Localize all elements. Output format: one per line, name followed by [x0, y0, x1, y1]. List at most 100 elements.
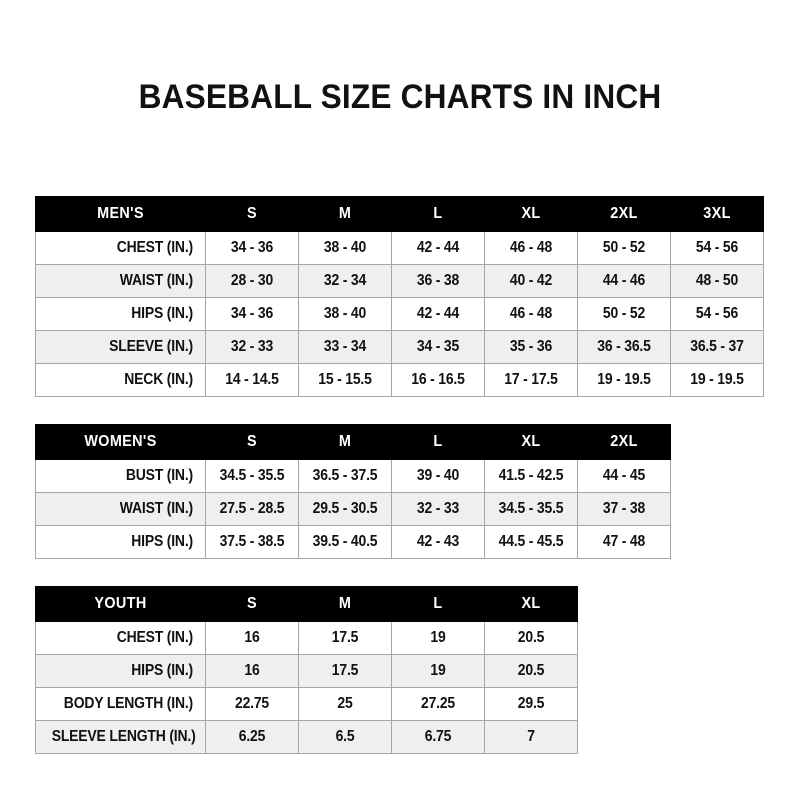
- measurement-value: 33 - 34: [298, 330, 392, 364]
- measurement-value-text: 36 - 36.5: [597, 338, 651, 355]
- measurement-value-text: 32 - 34: [323, 272, 367, 289]
- measurement-value-text: 36.5 - 37: [690, 338, 744, 355]
- header-cell-text: M: [338, 205, 352, 222]
- measurement-value-text: 54 - 56: [695, 239, 739, 256]
- measurement-value: 16: [205, 621, 299, 655]
- table-row: HIPS (IN.) 34 - 36 38 - 40 42 - 44 46 - 48 50…: [35, 297, 764, 331]
- measurement-value: 44 - 46: [577, 264, 671, 298]
- measurement-value-text: 7: [527, 728, 535, 745]
- measurement-label: SLEEVE LENGTH (IN.): [35, 720, 206, 754]
- measurement-value-text: 20.5: [517, 629, 545, 646]
- header-cell-text: M: [338, 595, 352, 612]
- header-cell-text: S: [247, 205, 257, 222]
- measurement-value-text: 41.5 - 42.5: [498, 467, 564, 484]
- measurement-value: 44.5 - 45.5: [484, 525, 578, 559]
- measurement-value-text: 37 - 38: [602, 500, 646, 517]
- measurement-value-text: 32 - 33: [230, 338, 274, 355]
- womens-table-head: WOMEN'S S M L XL 2XL: [35, 424, 671, 460]
- measurement-value: 50 - 52: [577, 297, 671, 331]
- measurement-label: WAIST (IN.): [35, 492, 206, 526]
- table-row: SLEEVE (IN.) 32 - 33 33 - 34 34 - 35 35 - 36…: [35, 330, 764, 364]
- measurement-value-text: 50 - 52: [602, 305, 646, 322]
- size-column-header-m: M: [298, 424, 392, 460]
- measurement-label: HIPS (IN.): [35, 654, 206, 688]
- measurement-value-text: 29.5 - 30.5: [312, 500, 378, 517]
- measurement-value: 34 - 36: [205, 297, 299, 331]
- header-cell-text: S: [247, 433, 257, 450]
- measurement-label-text: NECK (IN.): [124, 371, 193, 388]
- measurement-value: 36 - 36.5: [577, 330, 671, 364]
- measurement-value: 46 - 48: [484, 297, 578, 331]
- measurement-value-text: 27.25: [420, 695, 456, 712]
- size-column-header-xl: XL: [484, 196, 578, 232]
- measurement-label: CHEST (IN.): [35, 621, 206, 655]
- measurement-value-text: 39 - 40: [416, 467, 460, 484]
- measurement-value: 34.5 - 35.5: [484, 492, 578, 526]
- measurement-value: 6.75: [391, 720, 485, 754]
- measurement-value: 38 - 40: [298, 297, 392, 331]
- measurement-value: 16: [205, 654, 299, 688]
- measurement-value: 6.5: [298, 720, 392, 754]
- measurement-value-text: 16: [244, 629, 260, 646]
- measurement-label: BODY LENGTH (IN.): [35, 687, 206, 721]
- measurement-value-text: 33 - 34: [323, 338, 367, 355]
- measurement-label-text: HIPS (IN.): [131, 662, 193, 679]
- measurement-value: 19 - 19.5: [670, 363, 764, 397]
- measurement-label-text: WAIST (IN.): [119, 500, 193, 517]
- measurement-value-text: 28 - 30: [230, 272, 274, 289]
- header-cell-text: XL: [521, 205, 541, 222]
- measurement-value-text: 6.5: [335, 728, 355, 745]
- mens-table-body: CHEST (IN.) 34 - 36 38 - 40 42 - 44 46 - 48 5…: [35, 231, 764, 397]
- measurement-value-text: 42 - 44: [416, 305, 460, 322]
- measurement-value-text: 44.5 - 45.5: [498, 533, 564, 550]
- measurement-value-text: 47 - 48: [602, 533, 646, 550]
- measurement-value: 19 - 19.5: [577, 363, 671, 397]
- measurement-value-text: 17 - 17.5: [504, 371, 558, 388]
- page-title: BASEBALL SIZE CHARTS IN INCH: [138, 78, 662, 116]
- measurement-value: 42 - 44: [391, 231, 485, 265]
- header-cell-text: M: [338, 433, 352, 450]
- measurement-value-text: 19: [430, 662, 446, 679]
- measurement-value: 7: [484, 720, 578, 754]
- measurement-value: 19: [391, 621, 485, 655]
- table-row: SLEEVE LENGTH (IN.) 6.25 6.5 6.75 7: [35, 720, 578, 754]
- measurement-value-text: 6.25: [238, 728, 266, 745]
- measurement-label-text: BUST (IN.): [125, 467, 193, 484]
- measurement-value: 28 - 30: [205, 264, 299, 298]
- measurement-value: 54 - 56: [670, 231, 764, 265]
- measurement-label-text: SLEEVE (IN.): [109, 338, 193, 355]
- measurement-value: 47 - 48: [577, 525, 671, 559]
- measurement-value: 32 - 33: [205, 330, 299, 364]
- header-cell-text: L: [433, 205, 443, 222]
- mens-table-head: MEN'S S M L XL 2XL 3XL: [35, 196, 764, 232]
- size-column-header-2xl: 2XL: [577, 196, 671, 232]
- size-column-header-l: L: [391, 586, 485, 622]
- size-column-header-l: L: [391, 196, 485, 232]
- measurement-value: 17.5: [298, 621, 392, 655]
- measurement-value-text: 16: [244, 662, 260, 679]
- measurement-value-text: 19 - 19.5: [597, 371, 651, 388]
- table-row: WAIST (IN.) 28 - 30 32 - 34 36 - 38 40 - 42 4…: [35, 264, 764, 298]
- header-cell-text: 2XL: [610, 205, 638, 222]
- measurement-label-text: CHEST (IN.): [116, 239, 193, 256]
- measurement-value: 17 - 17.5: [484, 363, 578, 397]
- measurement-value-text: 34 - 35: [416, 338, 460, 355]
- table-row: BODY LENGTH (IN.) 22.75 25 27.25 29.5: [35, 687, 578, 721]
- measurement-value: 35 - 36: [484, 330, 578, 364]
- measurement-value-text: 50 - 52: [602, 239, 646, 256]
- table-row: BUST (IN.) 34.5 - 35.5 36.5 - 37.5 39 - 40 4…: [35, 459, 671, 493]
- mens-table-title: MEN'S: [35, 196, 206, 232]
- measurement-value: 34 - 36: [205, 231, 299, 265]
- measurement-value-text: 48 - 50: [695, 272, 739, 289]
- measurement-value-text: 44 - 45: [602, 467, 646, 484]
- womens-size-table: WOMEN'S S M L XL 2XL BUST (IN.) 34.5 - 35.5 36.…: [35, 424, 671, 559]
- measurement-value-text: 20.5: [517, 662, 545, 679]
- measurement-value-text: 46 - 48: [509, 305, 553, 322]
- measurement-value: 48 - 50: [670, 264, 764, 298]
- measurement-value-text: 34 - 36: [230, 305, 274, 322]
- measurement-value: 38 - 40: [298, 231, 392, 265]
- measurement-value-text: 44 - 46: [602, 272, 646, 289]
- table-row: CHEST (IN.) 34 - 36 38 - 40 42 - 44 46 - 48 5…: [35, 231, 764, 265]
- measurement-value: 34.5 - 35.5: [205, 459, 299, 493]
- size-column-header-s: S: [205, 424, 299, 460]
